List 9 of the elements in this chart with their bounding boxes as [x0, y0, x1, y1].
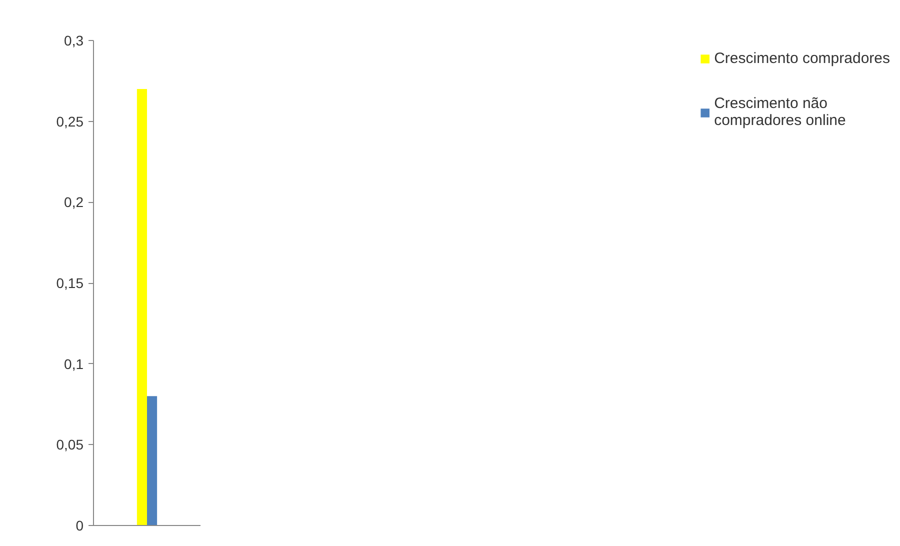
y-tick-label: 0 — [76, 518, 84, 534]
y-tick-label: 0,25 — [56, 113, 84, 130]
y-tick-label: 0,05 — [56, 436, 84, 453]
y-tick-label: 0,1 — [64, 356, 84, 372]
y-tick-label: 0,15 — [56, 275, 84, 291]
y-tick-label: 0,3 — [64, 32, 84, 48]
y-tick-label: 0,2 — [64, 194, 84, 210]
legend-label: Crescimento compradores — [714, 50, 890, 67]
legend-label: Crescimento não compradores online — [714, 95, 846, 129]
